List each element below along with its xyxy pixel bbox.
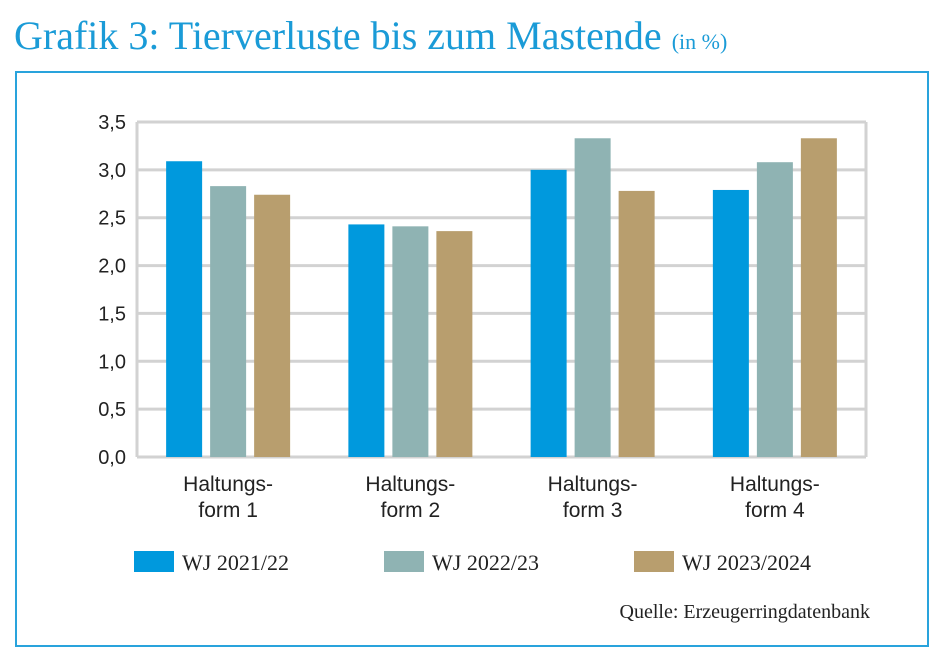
bar <box>210 186 247 457</box>
bar <box>348 224 385 457</box>
legend-label: WJ 2021/22 <box>182 550 289 575</box>
chart-title-unit: (in %) <box>671 29 728 54</box>
chart-frame <box>15 71 929 647</box>
bar <box>618 190 655 457</box>
bar <box>166 161 203 457</box>
x-tick-label: form 1 <box>198 499 258 522</box>
x-tick-label: Haltungs- <box>548 473 638 496</box>
grid-lines <box>135 120 868 459</box>
x-tick-label: form 2 <box>381 499 441 522</box>
chart-title-text: Grafik 3: Tierverluste bis zum Mastende <box>14 13 662 58</box>
legend: WJ 2021/22 WJ 2022/23 WJ 2023/2024 <box>134 550 811 575</box>
bar <box>254 194 291 457</box>
y-tick-label: 3,0 <box>98 160 126 182</box>
bar <box>574 138 611 457</box>
y-tick-label: 0,0 <box>98 447 126 469</box>
x-tick-label: form 4 <box>745 499 805 522</box>
y-tick-label: 1,5 <box>98 303 126 325</box>
x-tick-label: form 3 <box>563 499 623 522</box>
bar <box>436 231 473 457</box>
bar <box>712 189 749 457</box>
bar <box>392 226 429 457</box>
bars <box>166 138 837 457</box>
x-tick-label: Haltungs- <box>365 473 455 496</box>
legend-swatch <box>134 551 174 572</box>
x-tick-label: Haltungs- <box>183 473 273 496</box>
chart-title: Grafik 3: Tierverluste bis zum Mastende … <box>14 12 727 66</box>
bar <box>530 169 567 457</box>
legend-swatch <box>634 551 674 572</box>
legend-label: WJ 2022/23 <box>432 550 539 575</box>
y-tick-label: 1,0 <box>98 351 126 373</box>
axes: 0,0 0,5 1,0 1,5 2,0 2,5 3,0 3,5 Haltungs-form 1 H… <box>98 112 820 522</box>
y-tick-label: 0,5 <box>98 399 126 421</box>
legend-swatch <box>384 551 424 572</box>
x-tick-label: Haltungs- <box>730 473 820 496</box>
source-note: Quelle: Erzeugerringdatenbank <box>620 601 870 623</box>
bar <box>800 138 837 457</box>
y-tick-label: 2,5 <box>98 208 126 230</box>
bar <box>756 162 793 457</box>
legend-label: WJ 2023/2024 <box>682 550 811 575</box>
y-tick-label: 2,0 <box>98 256 126 278</box>
y-tick-label: 3,5 <box>98 112 126 134</box>
